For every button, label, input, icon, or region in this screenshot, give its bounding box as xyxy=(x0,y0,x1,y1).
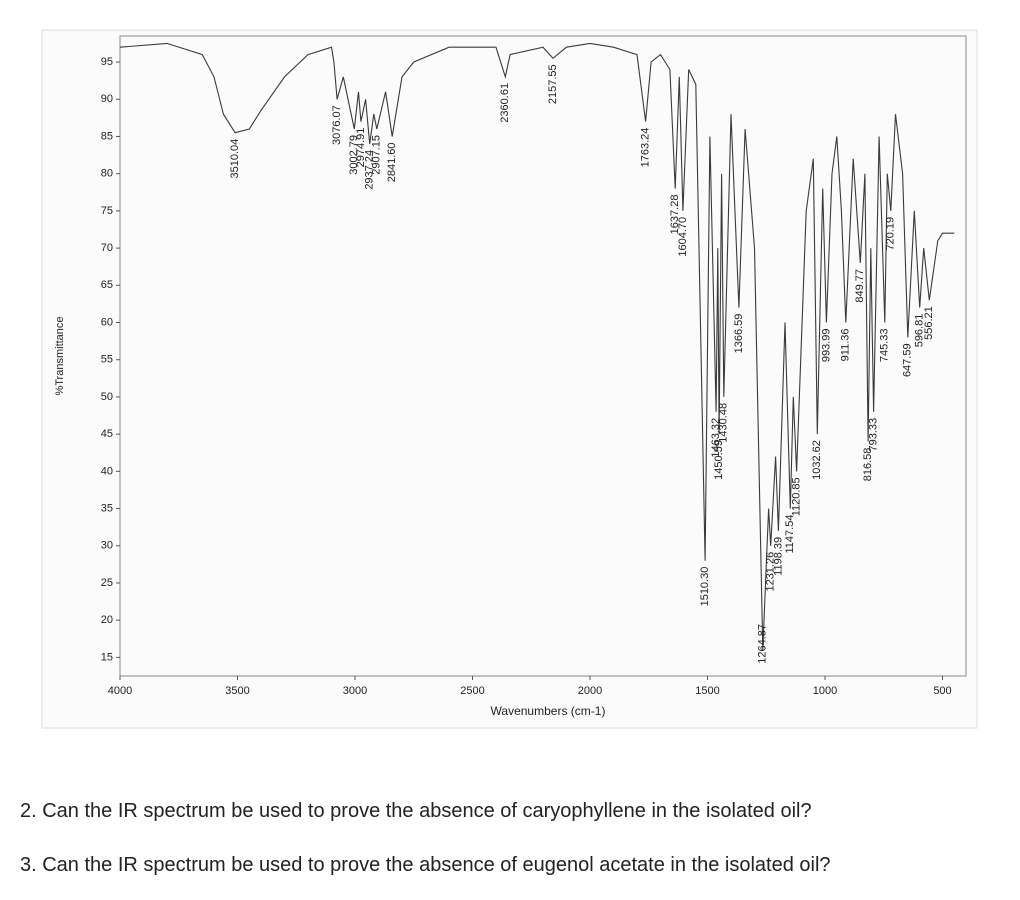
peak-label: 993.99 xyxy=(820,329,832,363)
peak-label: 1366.59 xyxy=(733,314,745,354)
peak-label: 1120.85 xyxy=(791,477,803,516)
x-tick-label: 2500 xyxy=(460,685,484,697)
y-tick-label: 90 xyxy=(101,93,113,105)
y-tick-label: 75 xyxy=(101,205,113,217)
x-tick-label: 2000 xyxy=(578,685,602,697)
peak-label: 1147.54 xyxy=(784,515,796,554)
peak-label: 1198.39 xyxy=(772,537,784,576)
y-tick-label: 30 xyxy=(101,540,113,552)
x-axis-label: Wavenumbers (cm-1) xyxy=(491,704,606,718)
peak-label: 3002.79 xyxy=(348,135,360,175)
y-tick-label: 95 xyxy=(101,56,113,68)
peak-label: 2157.55 xyxy=(547,64,559,104)
chart: %Transmittance Wavenumbers (cm-1) 15 20 25… xyxy=(41,29,978,729)
peak-label: 596.81 xyxy=(914,314,926,348)
y-tick-label: 15 xyxy=(101,651,113,663)
peak-label: 816.58 xyxy=(862,448,874,482)
peak-label: 1604.70 xyxy=(677,217,689,257)
peak-label: 3510.04 xyxy=(229,139,241,179)
peak-label: 2360.61 xyxy=(499,83,511,123)
peak-label: 1637.28 xyxy=(669,195,681,235)
y-tick-label: 35 xyxy=(101,502,113,514)
question: 3. Can the IR spectrum be used to prove … xyxy=(20,854,831,876)
y-tick-label: 85 xyxy=(101,130,113,142)
peak-label: 2974.91 xyxy=(355,128,367,168)
y-tick-label: 50 xyxy=(101,391,113,403)
x-tick-label: 1000 xyxy=(813,685,837,697)
y-tick-label: 55 xyxy=(101,354,113,366)
x-tick-label: 1500 xyxy=(695,685,719,697)
plot-frame xyxy=(119,35,967,677)
peak-label: 556.21 xyxy=(923,306,935,340)
peak-label: 1430.48 xyxy=(718,403,730,443)
peak-label: 720.19 xyxy=(885,217,897,251)
y-tick-label: 25 xyxy=(101,577,113,589)
y-tick-label: 45 xyxy=(101,428,113,440)
y-tick-label: 80 xyxy=(101,168,113,180)
y-tick-label: 70 xyxy=(101,242,113,254)
scan-frame xyxy=(41,29,978,729)
peak-label: 1463.32 xyxy=(710,418,722,458)
peak-label: 647.59 xyxy=(902,343,914,377)
y-tick-label: 60 xyxy=(101,316,113,328)
peak-label: 2937.24 xyxy=(364,150,376,190)
question: 2. Can the IR spectrum be used to prove … xyxy=(20,800,812,822)
peak-label: 1510.30 xyxy=(699,567,711,607)
peak-label: 1231.26 xyxy=(765,552,777,592)
peak-label: 2907.15 xyxy=(371,135,383,175)
peak-label: 849.77 xyxy=(854,269,866,303)
y-tick-label: 65 xyxy=(101,279,113,291)
peak-label: 3076.07 xyxy=(331,105,343,145)
peak-label: 1763.24 xyxy=(640,128,652,168)
y-tick-label: 20 xyxy=(101,614,113,626)
x-tick-label: 3500 xyxy=(225,685,249,697)
x-tick-label: 3000 xyxy=(343,685,367,697)
peak-label: 1264.87 xyxy=(757,624,769,664)
x-tick-label: 500 xyxy=(933,685,951,697)
peak-label: 1032.62 xyxy=(811,440,823,480)
peak-label: 745.33 xyxy=(879,329,891,363)
peak-label: 793.33 xyxy=(867,418,879,452)
peak-label: 2841.60 xyxy=(386,142,398,182)
y-axis-label: %Transmittance xyxy=(54,316,66,395)
peak-label: 911.36 xyxy=(840,329,852,362)
spectrum-line xyxy=(119,42,955,651)
y-tick-label: 40 xyxy=(101,465,113,477)
x-tick-label: 4000 xyxy=(108,685,132,697)
peak-label: 1450.59 xyxy=(713,440,725,480)
